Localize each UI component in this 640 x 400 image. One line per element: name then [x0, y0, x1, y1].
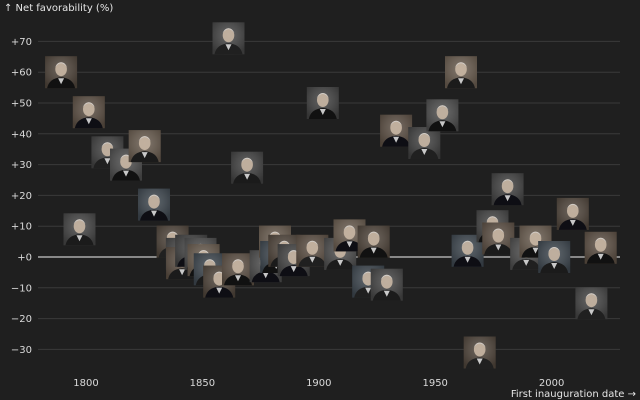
- data-point-portrait: [231, 151, 264, 184]
- data-point-portrait: [519, 225, 552, 258]
- y-tick-label: +20: [11, 191, 32, 202]
- data-point-portrait: [491, 173, 524, 206]
- x-axis-title: First inauguration date →: [511, 389, 636, 400]
- y-tick-label: +60: [11, 68, 32, 79]
- data-point-portrait: [128, 130, 161, 163]
- x-tick-label: 1800: [73, 378, 98, 389]
- data-point-portrait: [463, 336, 496, 369]
- x-tick-label: 1850: [190, 378, 215, 389]
- y-tick-label: +50: [11, 99, 32, 110]
- y-tick-label: −10: [11, 283, 32, 294]
- data-point-portrait: [222, 253, 254, 286]
- data-point-portrait: [426, 99, 459, 132]
- y-tick-labels: +70 +60 +50 +40 +30 +20 +10 +0 −10 −20 −30: [11, 37, 32, 356]
- y-tick-label: +10: [11, 222, 32, 233]
- x-tick-label: 1900: [306, 378, 331, 389]
- data-point-portrait: [445, 56, 477, 89]
- y-axis-title: ↑ Net favorability (%): [4, 3, 113, 14]
- y-tick-label: +30: [11, 160, 32, 171]
- data-point-portrait: [408, 127, 441, 159]
- y-tick-label: +40: [11, 129, 32, 140]
- y-tick-label: +0: [17, 253, 32, 264]
- data-point-portrait: [357, 225, 390, 258]
- data-points: [45, 22, 617, 369]
- x-tick-labels: 1800 1850 1900 1950 2000: [73, 378, 564, 389]
- data-point-portrait: [451, 234, 484, 267]
- data-point-portrait: [212, 22, 245, 55]
- data-point-portrait: [306, 87, 339, 119]
- data-point-portrait: [203, 265, 236, 298]
- data-point-portrait: [138, 188, 170, 221]
- y-tick-label: −30: [11, 345, 32, 356]
- data-point-portrait: [277, 244, 310, 277]
- data-point-portrait: [538, 241, 571, 273]
- data-point-portrait: [556, 197, 589, 230]
- data-point-portrait: [370, 268, 403, 301]
- data-point-portrait: [45, 56, 78, 89]
- data-point-portrait: [296, 234, 329, 267]
- data-point-portrait: [584, 231, 617, 264]
- x-tick-label: 1950: [422, 378, 447, 389]
- y-tick-label: −20: [11, 314, 32, 325]
- data-point-portrait: [482, 222, 515, 255]
- data-point-portrait: [63, 213, 96, 246]
- grid-lines: [38, 40, 620, 350]
- data-point-portrait: [575, 287, 608, 320]
- data-point-portrait: [380, 114, 413, 147]
- x-tick-label: 2000: [539, 378, 564, 389]
- data-point-portrait: [72, 96, 105, 129]
- y-tick-label: +70: [11, 37, 32, 48]
